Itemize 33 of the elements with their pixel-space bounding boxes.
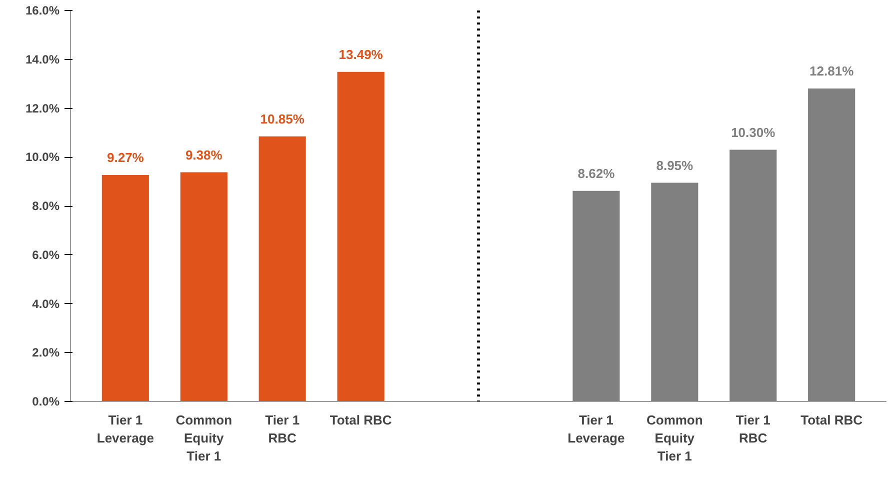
data-label: 10.85% (260, 112, 305, 127)
data-label: 13.49% (338, 47, 384, 62)
y-tick-label: 16.0% (25, 4, 60, 18)
x-tick-label: Tier 1 RBC (736, 412, 770, 446)
x-tick-label: Common Equity Tier 1 (176, 412, 232, 464)
data-label: 10.30% (731, 125, 776, 140)
data-label: 9.27% (106, 150, 144, 166)
y-tick-label: 2.0% (32, 346, 60, 360)
x-tick-label: Total RBC (800, 412, 864, 428)
bar (102, 174, 149, 402)
x-tick-label: Tier 1 Leverage (568, 412, 625, 446)
x-tick-label: Tier 1 Leverage (96, 412, 154, 446)
data-label: 12.81% (810, 64, 854, 79)
x-tick-label: Total RBC (330, 412, 392, 428)
data-label: 8.62% (578, 166, 616, 182)
y-tick-label: 4.0% (32, 296, 60, 311)
bar (808, 88, 856, 402)
bar (572, 190, 620, 402)
data-label: 9.38% (185, 148, 223, 162)
bar (730, 150, 777, 402)
x-tick-label: Tier 1 RBC (265, 412, 300, 446)
y-tick-label: 14.0% (25, 52, 60, 66)
y-tick-label: 12.0% (25, 101, 60, 116)
bar (337, 72, 384, 402)
y-tick-label: 8.0% (32, 199, 60, 213)
y-tick-label: 6.0% (32, 248, 60, 262)
data-label: 8.95% (656, 158, 694, 174)
bar (180, 172, 228, 402)
y-tick-label: 10.0% (25, 150, 60, 164)
bar (258, 136, 306, 402)
y-tick-label: 0.0% (32, 394, 60, 408)
x-tick-label: Common Equity Tier 1 (646, 412, 703, 464)
bar (651, 182, 698, 402)
